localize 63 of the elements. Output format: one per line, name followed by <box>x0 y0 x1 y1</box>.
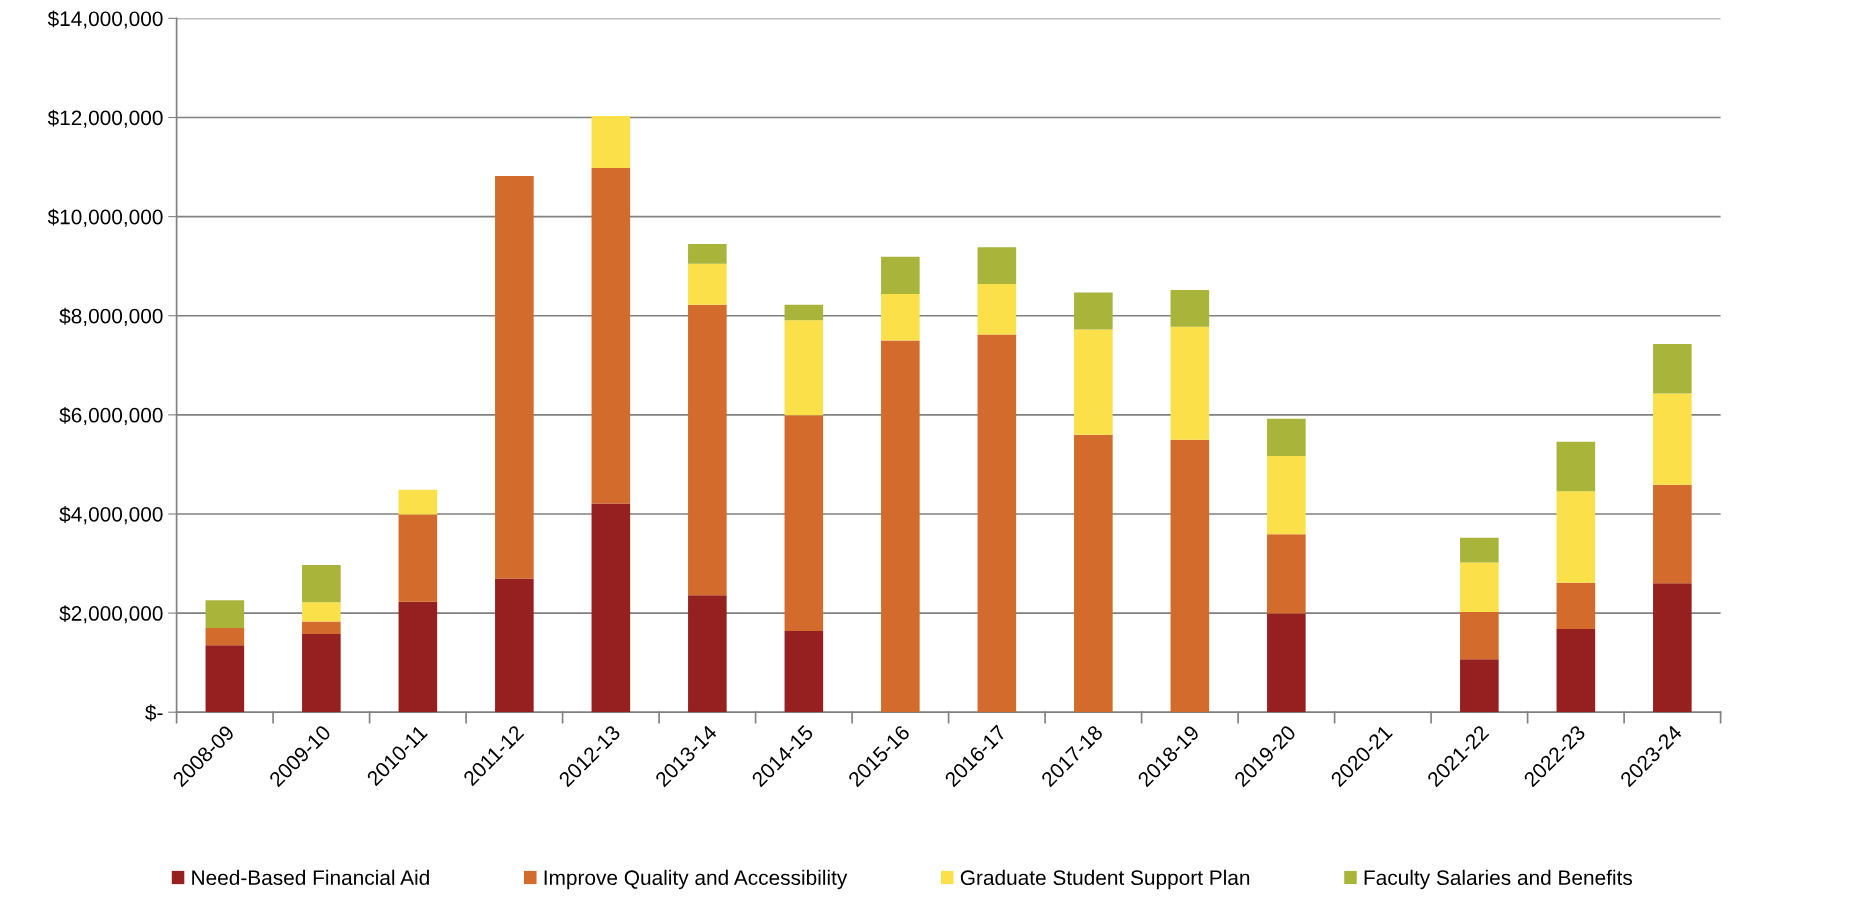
bar <box>591 503 631 713</box>
y-tick-label: $14,000,000 <box>47 10 163 29</box>
bar <box>1556 628 1596 713</box>
y-tick-label: $6,000,000 <box>59 406 163 426</box>
bar <box>1170 289 1210 327</box>
bar <box>1074 329 1113 435</box>
bar <box>591 168 631 504</box>
y-tick-label: $8,000,000 <box>59 307 163 326</box>
bar <box>302 633 341 713</box>
bar <box>1170 326 1210 440</box>
bar <box>784 320 824 416</box>
y-tick-label: $- <box>145 704 163 722</box>
y-tick-label: $4,000,000 <box>59 506 163 525</box>
bar <box>688 263 727 305</box>
bar <box>591 116 631 169</box>
legend-label: Graduate Student Support Plan <box>960 869 1250 890</box>
y-tick-label: $12,000,000 <box>47 109 163 128</box>
bar <box>688 243 727 264</box>
bar <box>1267 456 1306 535</box>
bar <box>1074 292 1113 330</box>
bar <box>1653 343 1692 394</box>
bar <box>205 627 245 646</box>
bar <box>1267 613 1306 713</box>
legend-label: Faculty Salaries and Benefits <box>1364 869 1633 890</box>
bar <box>495 175 534 579</box>
bar <box>784 415 824 631</box>
legend-label: Need-Based Financial Aid <box>192 869 429 886</box>
legend-label: Improve Quality and Accessibility <box>544 869 848 890</box>
bar <box>784 630 824 713</box>
bar <box>881 256 920 294</box>
bar <box>302 621 341 634</box>
y-tick-label: $2,000,000 <box>59 605 163 624</box>
bar <box>1556 491 1596 583</box>
bar <box>1170 439 1210 713</box>
bar <box>1653 583 1692 713</box>
bar <box>398 489 438 515</box>
bar <box>1460 659 1499 713</box>
bar <box>1460 612 1499 660</box>
bar <box>1653 484 1692 584</box>
y-tick-label: $10,000,000 <box>47 208 163 227</box>
bar <box>302 602 341 622</box>
bar <box>881 293 920 341</box>
bar <box>977 334 1017 713</box>
bar <box>398 601 438 713</box>
bar <box>398 514 438 602</box>
bar <box>688 595 727 713</box>
bar <box>784 304 824 321</box>
bar <box>1460 537 1499 563</box>
bar <box>1267 534 1306 614</box>
bar <box>977 284 1017 335</box>
bar <box>205 645 245 713</box>
bar <box>1653 393 1692 485</box>
bar <box>495 578 534 713</box>
bar <box>205 600 245 628</box>
bar <box>1556 582 1596 629</box>
bar <box>1074 434 1113 713</box>
bar <box>977 247 1017 285</box>
bar <box>881 340 920 713</box>
bar <box>302 565 341 603</box>
bar <box>1556 441 1596 492</box>
bar <box>688 304 727 596</box>
bar <box>1460 562 1499 613</box>
bar <box>1267 418 1306 456</box>
